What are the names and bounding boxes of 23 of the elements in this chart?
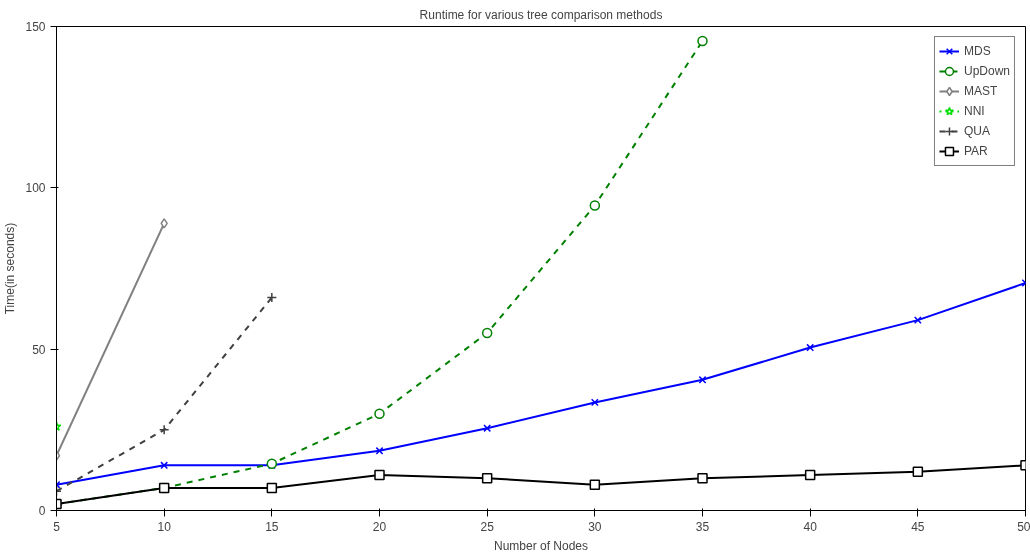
y-tick-label: 50 — [32, 342, 46, 357]
y-axis-title: Time(in seconds) — [3, 222, 18, 315]
x-tick-label: 5 — [53, 519, 61, 534]
x-axis-title: Number of Nodes — [493, 538, 589, 553]
x-tick-label: 30 — [588, 519, 602, 534]
x-tick-label: 35 — [695, 519, 710, 534]
x-tick-label: 45 — [911, 519, 925, 534]
x-tick-label: 25 — [480, 519, 495, 534]
y-tick-label: 150 — [25, 20, 46, 34]
legend-label: NNI — [963, 104, 985, 118]
legend-label: UpDown — [963, 64, 1010, 78]
legend-label: QUA — [963, 124, 990, 138]
legend-label: MDS — [963, 44, 991, 58]
x-tick-label: 10 — [157, 519, 172, 534]
x-tick-label: 15 — [265, 519, 279, 534]
y-tick-label: 0 — [38, 504, 46, 518]
legend-label: MAST — [963, 84, 998, 98]
chart-title: Runtime for various tree comparison methods — [419, 7, 663, 22]
x-tick-label: 20 — [372, 519, 387, 534]
x-tick-label: 50 — [1017, 519, 1030, 534]
y-tick-label: 100 — [25, 181, 46, 196]
legend-label: PAR — [963, 144, 988, 158]
x-tick-label: 40 — [803, 519, 818, 534]
